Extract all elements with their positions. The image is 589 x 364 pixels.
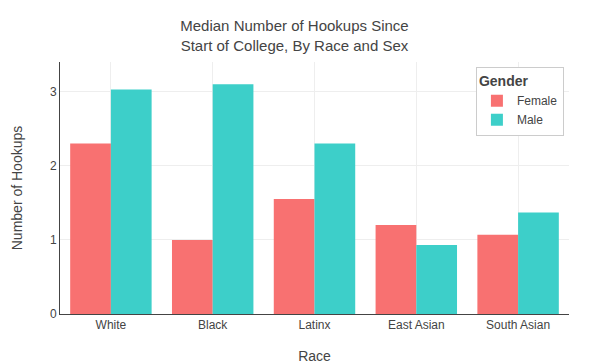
svg-text:1: 1 [50,233,57,247]
svg-text:Median Number of Hookups Since: Median Number of Hookups SinceStart of C… [180,17,409,54]
svg-text:White: White [96,318,127,332]
svg-text:Gender: Gender [479,73,529,89]
svg-text:Race: Race [298,348,331,364]
svg-text:Number of Hookups: Number of Hookups [9,126,25,251]
svg-text:2: 2 [50,159,57,173]
svg-text:Latinx: Latinx [298,318,330,332]
svg-text:Male: Male [517,113,543,127]
svg-text:South Asian: South Asian [486,318,550,332]
svg-text:3: 3 [50,85,57,99]
svg-text:East Asian: East Asian [388,318,445,332]
svg-text:Female: Female [517,94,557,108]
svg-text:0: 0 [50,307,57,321]
svg-text:Black: Black [198,318,228,332]
